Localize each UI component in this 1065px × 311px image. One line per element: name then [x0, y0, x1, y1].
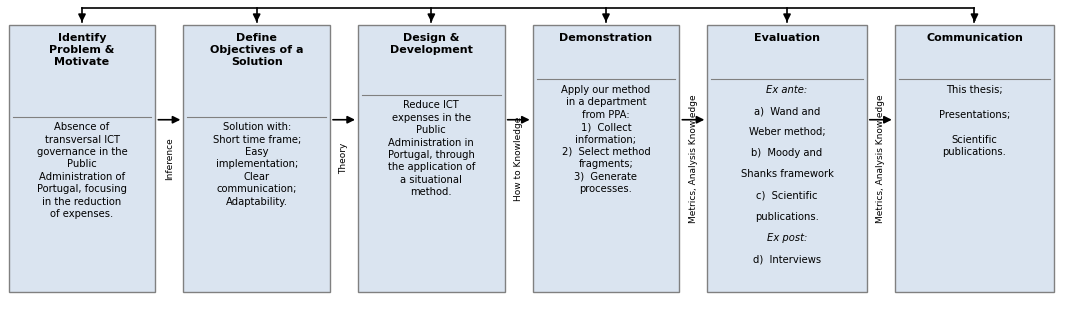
Text: Reduce ICT
expenses in the
Public
Administration in
Portugal, through
the applic: Reduce ICT expenses in the Public Admini…: [388, 100, 475, 197]
FancyBboxPatch shape: [183, 25, 330, 292]
Text: Metrics, Analysis Knowledge: Metrics, Analysis Knowledge: [689, 94, 698, 223]
Text: Design &
Development: Design & Development: [390, 33, 473, 55]
FancyBboxPatch shape: [358, 25, 505, 292]
Text: Solution with:
Short time frame;
Easy
implementation;
Clear
communication;
Adapt: Solution with: Short time frame; Easy im…: [213, 122, 300, 207]
Text: Evaluation: Evaluation: [754, 33, 820, 43]
Text: publications.: publications.: [755, 212, 819, 222]
Text: b)  Moody and: b) Moody and: [752, 148, 822, 158]
Text: This thesis;

Presentations;

Scientific
publications.: This thesis; Presentations; Scientific p…: [939, 85, 1010, 157]
FancyBboxPatch shape: [532, 25, 679, 292]
Text: Demonstration: Demonstration: [559, 33, 653, 43]
Text: a)  Wand and: a) Wand and: [754, 106, 820, 116]
Text: Ex post:: Ex post:: [767, 233, 807, 243]
Text: Apply our method
in a department
from PPA:
1)  Collect
information;
2)  Select m: Apply our method in a department from PP…: [561, 85, 651, 194]
Text: Absence of
transversal ICT
governance in the
Public
Administration of
Portugal, : Absence of transversal ICT governance in…: [36, 122, 128, 219]
Text: Define
Objectives of a
Solution: Define Objectives of a Solution: [210, 33, 304, 67]
Text: Shanks framework: Shanks framework: [740, 169, 834, 179]
Text: Weber method;: Weber method;: [749, 127, 825, 137]
Text: c)  Scientific: c) Scientific: [756, 191, 818, 201]
Text: How to Knowledge: How to Knowledge: [514, 116, 523, 201]
Text: d)  Interviews: d) Interviews: [753, 254, 821, 264]
Text: Ex ante:: Ex ante:: [767, 85, 807, 95]
FancyBboxPatch shape: [707, 25, 867, 292]
Text: Metrics, Analysis Knowledge: Metrics, Analysis Knowledge: [876, 94, 885, 223]
Text: Inference: Inference: [165, 137, 174, 180]
Text: Communication: Communication: [927, 33, 1022, 43]
Text: Theory: Theory: [340, 143, 348, 174]
FancyBboxPatch shape: [895, 25, 1054, 292]
FancyBboxPatch shape: [9, 25, 155, 292]
Text: Identify
Problem &
Motivate: Identify Problem & Motivate: [49, 33, 115, 67]
